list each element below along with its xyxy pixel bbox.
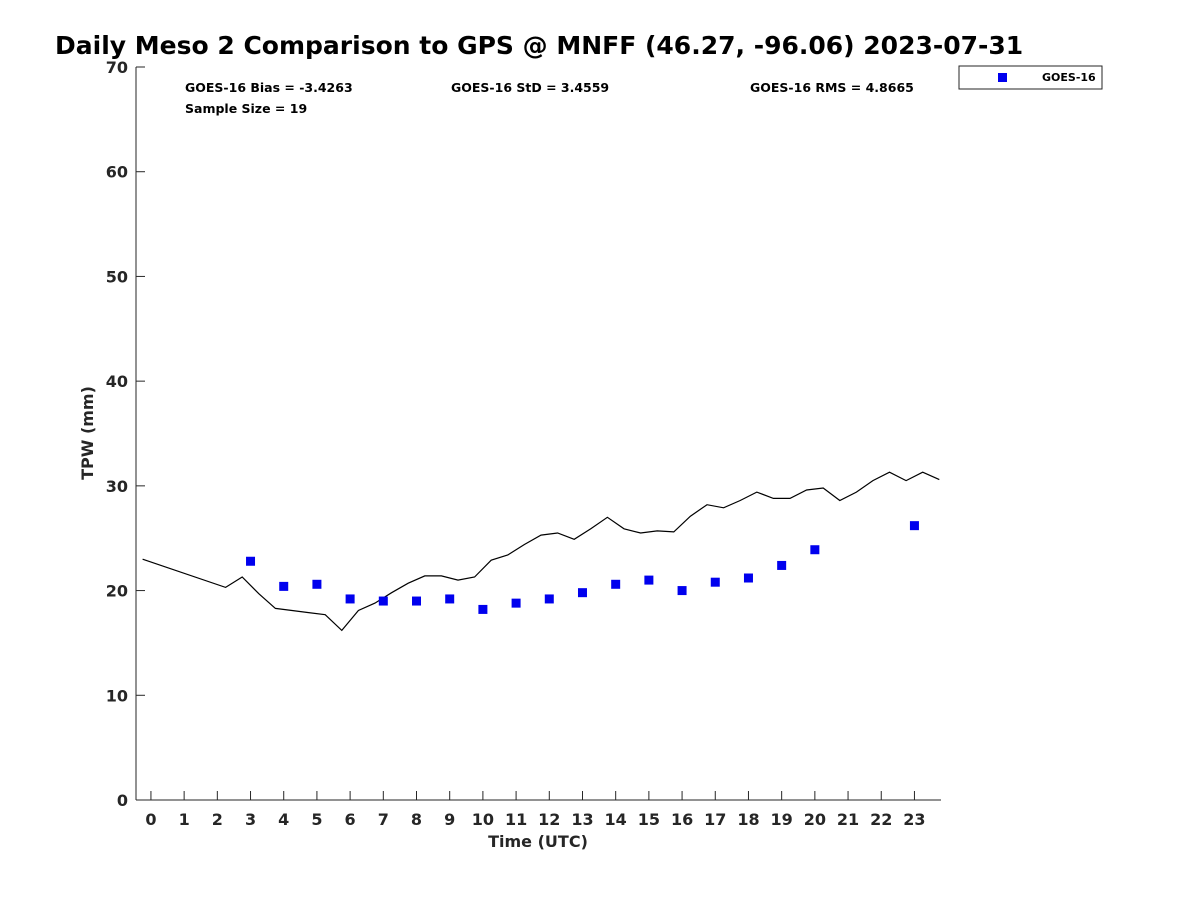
- x-tick-label: 3: [245, 810, 256, 829]
- y-tick-label: 70: [106, 58, 128, 77]
- goes16-point: [743, 573, 753, 583]
- goes16-point: [644, 575, 654, 585]
- x-tick-label: 21: [837, 810, 859, 829]
- goes16-point: [777, 560, 787, 570]
- axes: [135, 67, 941, 801]
- y-axis-label: TPW (mm): [78, 386, 97, 480]
- x-tick-label: 20: [804, 810, 826, 829]
- legend-marker-goes16: [998, 73, 1007, 82]
- x-tick-label: 4: [278, 810, 289, 829]
- x-tick-label: 1: [179, 810, 190, 829]
- goes16-point: [312, 579, 322, 589]
- y-tick-label: 20: [106, 582, 128, 601]
- legend-label-goes16: GOES-16: [1042, 71, 1096, 84]
- x-tick-label: 17: [704, 810, 726, 829]
- goes16-point: [511, 598, 521, 608]
- y-tick-label: 0: [117, 791, 128, 810]
- legend: GOES-16: [958, 65, 1103, 90]
- gps-tpw-line: [142, 471, 940, 632]
- x-tick-label: 9: [444, 810, 455, 829]
- x-tick-label: 18: [737, 810, 759, 829]
- y-tick-label: 60: [106, 163, 128, 182]
- goes16-point: [345, 594, 355, 604]
- x-tick-label: 5: [311, 810, 322, 829]
- bias-stat: GOES-16 Bias = -3.4263: [185, 80, 353, 95]
- x-tick-label: 2: [212, 810, 223, 829]
- goes16-point: [810, 545, 820, 555]
- y-tick-label: 50: [106, 267, 128, 286]
- chart-title: Daily Meso 2 Comparison to GPS @ MNFF (4…: [55, 31, 1023, 60]
- x-tick-label: 6: [345, 810, 356, 829]
- sample-size-stat: Sample Size = 19: [185, 101, 307, 116]
- x-tick-label: 16: [671, 810, 693, 829]
- x-tick-label: 11: [505, 810, 527, 829]
- y-tick-label: 10: [106, 686, 128, 705]
- y-tick-label: 40: [106, 372, 128, 391]
- x-tick-label: 10: [472, 810, 494, 829]
- x-tick-label: 19: [771, 810, 793, 829]
- x-tick-label: 13: [571, 810, 593, 829]
- y-ticks: 0 10 20 30 40 50 60 70: [106, 58, 145, 810]
- goes16-point: [478, 604, 488, 614]
- x-tick-label: 14: [605, 810, 627, 829]
- goes16-point: [378, 596, 388, 606]
- goes16-point: [412, 596, 422, 606]
- goes16-point: [611, 579, 621, 589]
- std-stat: GOES-16 StD = 3.4559: [451, 80, 609, 95]
- series-layer: [142, 471, 940, 632]
- goes16-point: [909, 521, 919, 531]
- y-tick-label: 30: [106, 477, 128, 496]
- legend-box: [958, 65, 1103, 90]
- goes16-point: [445, 594, 455, 604]
- x-tick-label: 8: [411, 810, 422, 829]
- x-tick-label: 15: [638, 810, 660, 829]
- goes16-point: [710, 577, 720, 587]
- rms-stat: GOES-16 RMS = 4.8665: [750, 80, 914, 95]
- x-ticks: 0 1 2 3 4 5 6 7 8 9 10 11 12 13 14 15 16 17 18 19 20 21 22 23: [145, 791, 926, 829]
- goes16-point: [677, 586, 687, 596]
- goes16-point: [246, 556, 256, 566]
- x-tick-label: 12: [538, 810, 560, 829]
- x-tick-label: 23: [903, 810, 925, 829]
- goes16-point: [279, 581, 289, 591]
- goes16-point: [544, 594, 554, 604]
- x-tick-label: 7: [378, 810, 389, 829]
- goes16-point: [577, 588, 587, 598]
- x-tick-label: 0: [145, 810, 156, 829]
- x-tick-label: 22: [870, 810, 892, 829]
- x-axis-label: Time (UTC): [488, 832, 588, 851]
